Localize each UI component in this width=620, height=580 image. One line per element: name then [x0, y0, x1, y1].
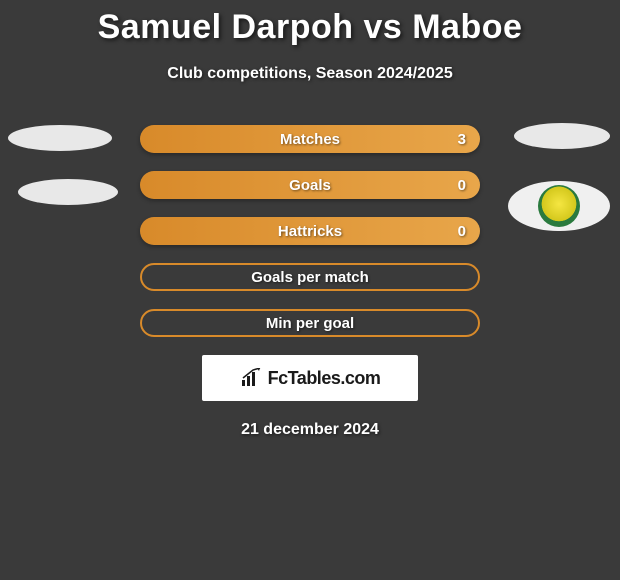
page-subtitle: Club competitions, Season 2024/2025 — [0, 65, 620, 83]
club-ellipse-right-1 — [514, 123, 610, 149]
stat-value: 0 — [458, 223, 466, 240]
stat-row: Min per goal — [0, 309, 620, 337]
stat-label: Hattricks — [278, 223, 342, 240]
club-badge-circle — [538, 185, 580, 227]
chart-icon — [240, 368, 264, 388]
stat-label: Goals per match — [251, 269, 369, 286]
stat-value: 3 — [458, 131, 466, 148]
stat-bar: Goals 0 — [140, 171, 480, 199]
club-ellipse-left-2 — [18, 179, 118, 205]
stat-row: Goals per match — [0, 263, 620, 291]
fctables-branding: FcTables.com — [202, 355, 418, 401]
stat-bar: Min per goal — [140, 309, 480, 337]
stat-bar: Matches 3 — [140, 125, 480, 153]
stat-label: Goals — [289, 177, 331, 194]
stat-bar: Goals per match — [140, 263, 480, 291]
date-text: 21 december 2024 — [0, 421, 620, 439]
club-badge-right — [508, 181, 610, 231]
stat-bar: Hattricks 0 — [140, 217, 480, 245]
stat-value: 0 — [458, 177, 466, 194]
club-ellipse-left-1 — [8, 125, 112, 151]
stat-label: Min per goal — [266, 315, 354, 332]
stats-container: Matches 3 Goals 0 Hattricks 0 Goals per match M… — [0, 125, 620, 337]
fctables-label: FcTables.com — [268, 368, 381, 389]
stat-label: Matches — [280, 131, 340, 148]
page-title: Samuel Darpoh vs Maboe — [0, 0, 620, 47]
